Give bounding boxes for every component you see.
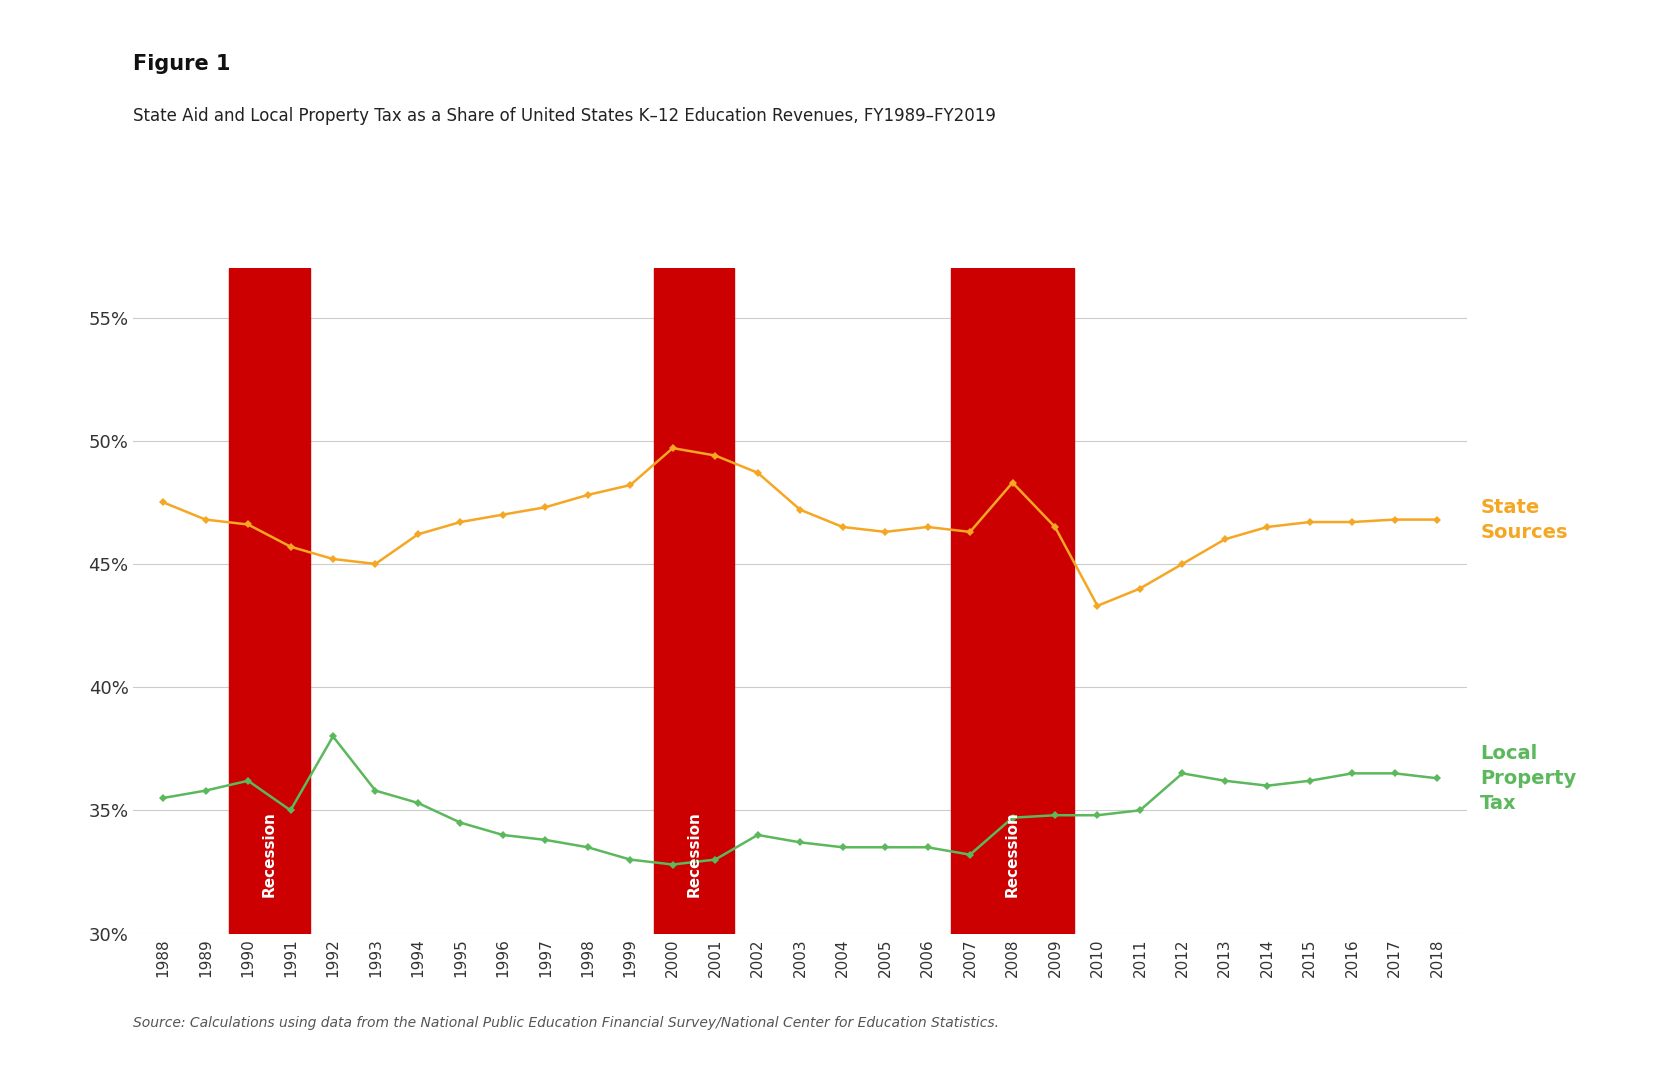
Text: Recession: Recession — [1005, 811, 1020, 897]
Text: Recession: Recession — [262, 811, 277, 897]
Bar — [653, 268, 735, 934]
Text: State Aid and Local Property Tax as a Share of United States K–12 Education Reve: State Aid and Local Property Tax as a Sh… — [133, 107, 997, 126]
Text: State
Sources: State Sources — [1480, 498, 1567, 542]
Text: Source: Calculations using data from the National Public Education Financial Sur: Source: Calculations using data from the… — [133, 1016, 999, 1030]
Text: Figure 1: Figure 1 — [133, 54, 230, 74]
Text: Local
Property
Tax: Local Property Tax — [1480, 744, 1577, 812]
Bar — [228, 268, 310, 934]
Text: Recession: Recession — [687, 811, 702, 897]
Bar — [950, 268, 1074, 934]
